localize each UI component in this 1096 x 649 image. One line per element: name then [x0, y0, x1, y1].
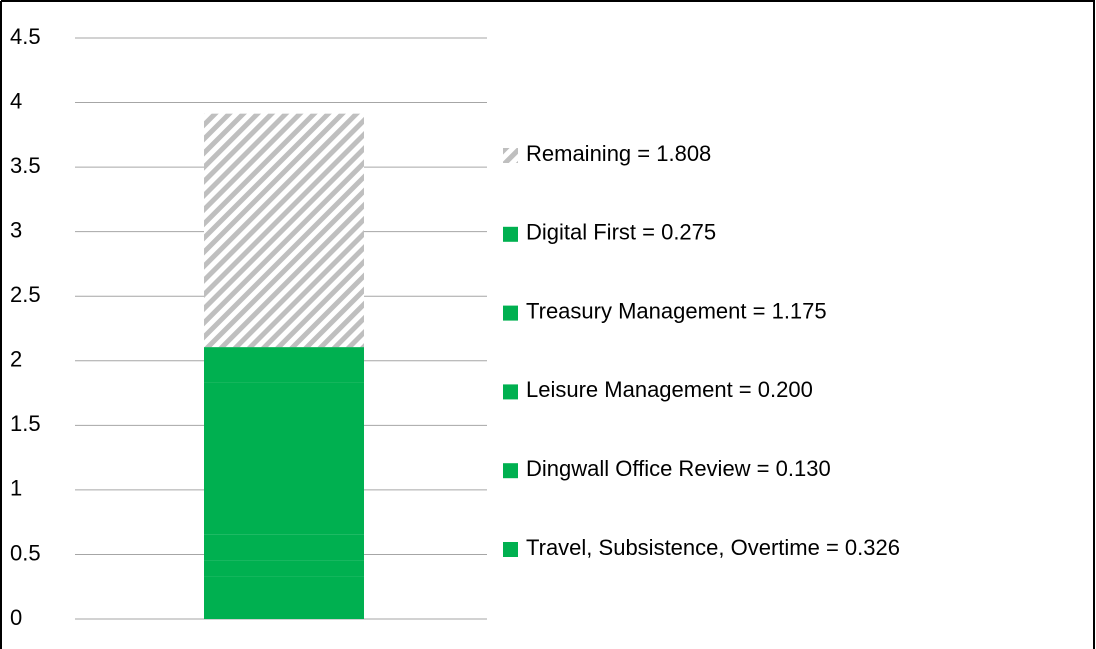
bar-segment — [204, 347, 364, 383]
legend-swatch — [503, 542, 518, 557]
y-tick-label: 0 — [10, 605, 22, 630]
bar-segment — [204, 113, 364, 348]
legend-swatch — [503, 226, 518, 242]
legend-label: Treasury Management = 1.175 — [526, 298, 827, 323]
y-tick-label: 3 — [10, 217, 22, 242]
y-tick-label: 3.5 — [10, 153, 41, 178]
legend-label: Remaining = 1.808 — [526, 141, 711, 166]
bar-segment — [204, 576, 364, 619]
y-tick-label: 4.5 — [10, 24, 41, 49]
bar-segment — [204, 382, 364, 535]
y-tick-label: 2.5 — [10, 282, 41, 307]
legend-swatch — [503, 148, 518, 163]
y-tick-label: 4 — [10, 88, 22, 113]
legend-label: Dingwall Office Review = 0.130 — [526, 456, 831, 481]
legend-label: Travel, Subsistence, Overtime = 0.326 — [526, 535, 900, 560]
legend-label: Leisure Management = 0.200 — [526, 377, 813, 402]
y-tick-label: 0.5 — [10, 540, 41, 565]
y-tick-label: 1.5 — [10, 411, 41, 436]
y-tick-label: 1 — [10, 476, 22, 501]
legend-label: Digital First = 0.275 — [526, 220, 716, 245]
bar-segment — [204, 534, 364, 561]
legend-swatch — [503, 305, 518, 321]
legend-swatch — [503, 384, 518, 400]
bar-segment — [204, 560, 364, 577]
y-tick-label: 2 — [10, 347, 22, 372]
legend-swatch — [503, 463, 518, 479]
